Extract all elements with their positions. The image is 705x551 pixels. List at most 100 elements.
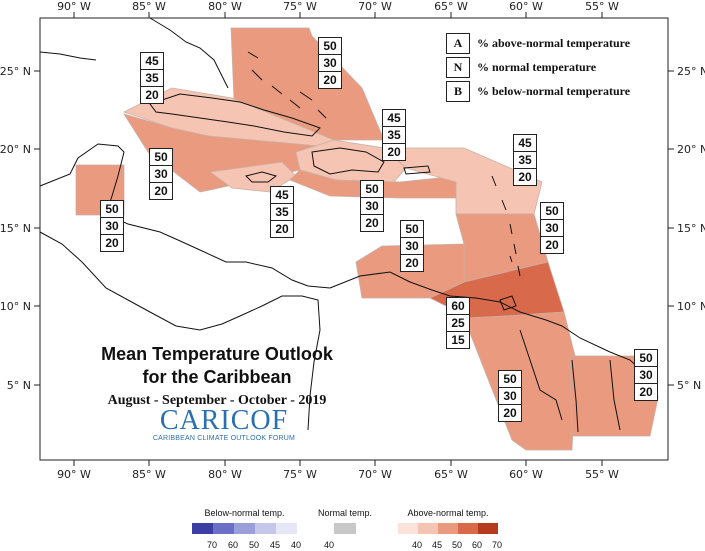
lat-label: 20° N [677, 143, 705, 156]
prob-n: 30 [499, 387, 521, 404]
prob-box-windwards: 50 30 20 [540, 202, 564, 254]
lon-label: 90° W [57, 468, 91, 481]
lon-label: 85° W [132, 468, 166, 481]
prob-a: 50 [405, 222, 419, 236]
prob-a: 60 [451, 299, 465, 313]
colorbar-below-title: Below-normal temp. [204, 508, 285, 518]
prob-n: 35 [271, 203, 293, 220]
prob-b: 20 [141, 86, 163, 103]
colorbar-swatch [458, 523, 478, 534]
colorbar-swatch [418, 523, 438, 534]
prob-box-hispaniola: 45 35 20 [382, 109, 406, 161]
colorbar-swatch [334, 523, 356, 534]
prob-a: 45 [518, 136, 532, 150]
colorbar-above: Above-normal temp. 40 45 50 60 70 [398, 508, 502, 551]
prob-n: 30 [150, 165, 172, 182]
prob-n: 30 [101, 217, 123, 234]
yucatan-coast [39, 143, 125, 215]
central-america-coast [105, 213, 331, 289]
prob-box-trinidad: 60 25 15 [446, 297, 470, 349]
prob-box-bahamas: 50 30 20 [318, 37, 342, 89]
lat-label: 15° N [0, 222, 31, 235]
prob-n: 35 [514, 151, 536, 168]
lon-label: 55° W [585, 0, 619, 13]
prob-n: 30 [541, 219, 563, 236]
region-jamaica [208, 161, 297, 193]
cuba-coast [149, 93, 321, 137]
prob-b: 15 [447, 331, 469, 348]
jamaica-coast [245, 171, 278, 183]
prob-b: 20 [499, 404, 521, 421]
colorbar-swatch [234, 523, 255, 534]
prob-n: 30 [319, 54, 341, 71]
prob-a: 50 [639, 351, 653, 365]
trinidad-coast [499, 295, 517, 311]
lon-label: 70° W [358, 468, 392, 481]
prob-n: 25 [447, 314, 469, 331]
prob-b: 20 [541, 236, 563, 253]
logo-tagline: CARIBBEAN CLIMATE OUTLOOK FORUM [152, 435, 296, 442]
prob-box-jamaica: 45 35 20 [270, 186, 294, 238]
colorbar-normal-title: Normal temp. [318, 508, 373, 518]
lon-label: 90° W [57, 0, 91, 13]
prob-b: 20 [271, 220, 293, 237]
florida-coast [149, 17, 229, 89]
legend-key: A [446, 32, 470, 54]
title-line-2: for the Caribbean [142, 367, 292, 387]
lat-label: 25° N [0, 65, 31, 78]
prob-b: 20 [101, 234, 123, 251]
lon-label: 80° W [208, 468, 242, 481]
puerto-rico-coast [403, 165, 431, 175]
period-label: August - September - October - 2019 [107, 393, 327, 408]
lon-label: 60° W [509, 0, 543, 13]
gulf-coast [39, 51, 97, 61]
lat-label: 15° N [677, 222, 705, 235]
legend-row-normal: N % normal temperature [446, 55, 660, 79]
prob-a: 50 [154, 150, 168, 164]
map-legend: A % above-normal temperature N % normal … [446, 31, 660, 103]
south-america-coast [329, 271, 657, 399]
colorbar-swatch [213, 523, 234, 534]
colorbar-above-title: Above-normal temp. [407, 508, 489, 518]
prob-a: 45 [275, 188, 289, 202]
lat-label: 10° N [677, 300, 705, 313]
pacific-coast [39, 231, 321, 431]
prob-box-cuba: 45 35 20 [140, 52, 164, 104]
prob-n: 35 [141, 69, 163, 86]
lon-label: 75° W [283, 0, 317, 13]
prob-a: 50 [323, 39, 337, 53]
prob-b: 20 [383, 143, 405, 160]
legend-text: % above-normal temperature [477, 35, 631, 50]
lat-label: 5° N [7, 379, 31, 392]
legend-row-above: A % above-normal temperature [446, 31, 660, 55]
hispaniola-coast [311, 147, 385, 175]
legend-text: % below-normal temperature [477, 83, 631, 98]
prob-n: 30 [401, 237, 423, 254]
axis-labels: 90° W 90° W 85° W 85° W 80° W 80° W 75° W 75° W… [0, 0, 705, 481]
prob-a: 45 [387, 111, 401, 125]
legend-key: B [446, 80, 470, 102]
prob-box-abc-islands: 50 30 20 [400, 220, 424, 272]
prob-b: 20 [635, 383, 657, 400]
axis-ticks [34, 12, 674, 466]
logo-wordmark: CARICOF [159, 405, 289, 436]
legend-row-below: B % below-normal temperature [446, 79, 660, 103]
prob-a: 45 [145, 54, 159, 68]
lon-label: 60° W [509, 468, 543, 481]
colorbar-swatch [398, 523, 418, 534]
guianas-borders [519, 329, 621, 433]
lon-label: 55° W [585, 468, 619, 481]
colorbar-swatch [276, 523, 297, 534]
colorbar-swatch [192, 523, 213, 534]
lon-label: 70° W [358, 0, 392, 13]
lon-label: 85° W [132, 0, 166, 13]
bahamas-islands [247, 51, 327, 119]
prob-n: 35 [383, 126, 405, 143]
prob-box-leewards: 45 35 20 [513, 134, 537, 186]
prob-b: 20 [361, 214, 383, 231]
coastlines [39, 17, 657, 433]
prob-b: 20 [150, 182, 172, 199]
lon-label: 80° W [208, 0, 242, 13]
prob-box-guyana: 50 30 20 [498, 370, 522, 422]
colorbar-below: Below-normal temp. 70 60 50 45 40 [192, 508, 301, 551]
